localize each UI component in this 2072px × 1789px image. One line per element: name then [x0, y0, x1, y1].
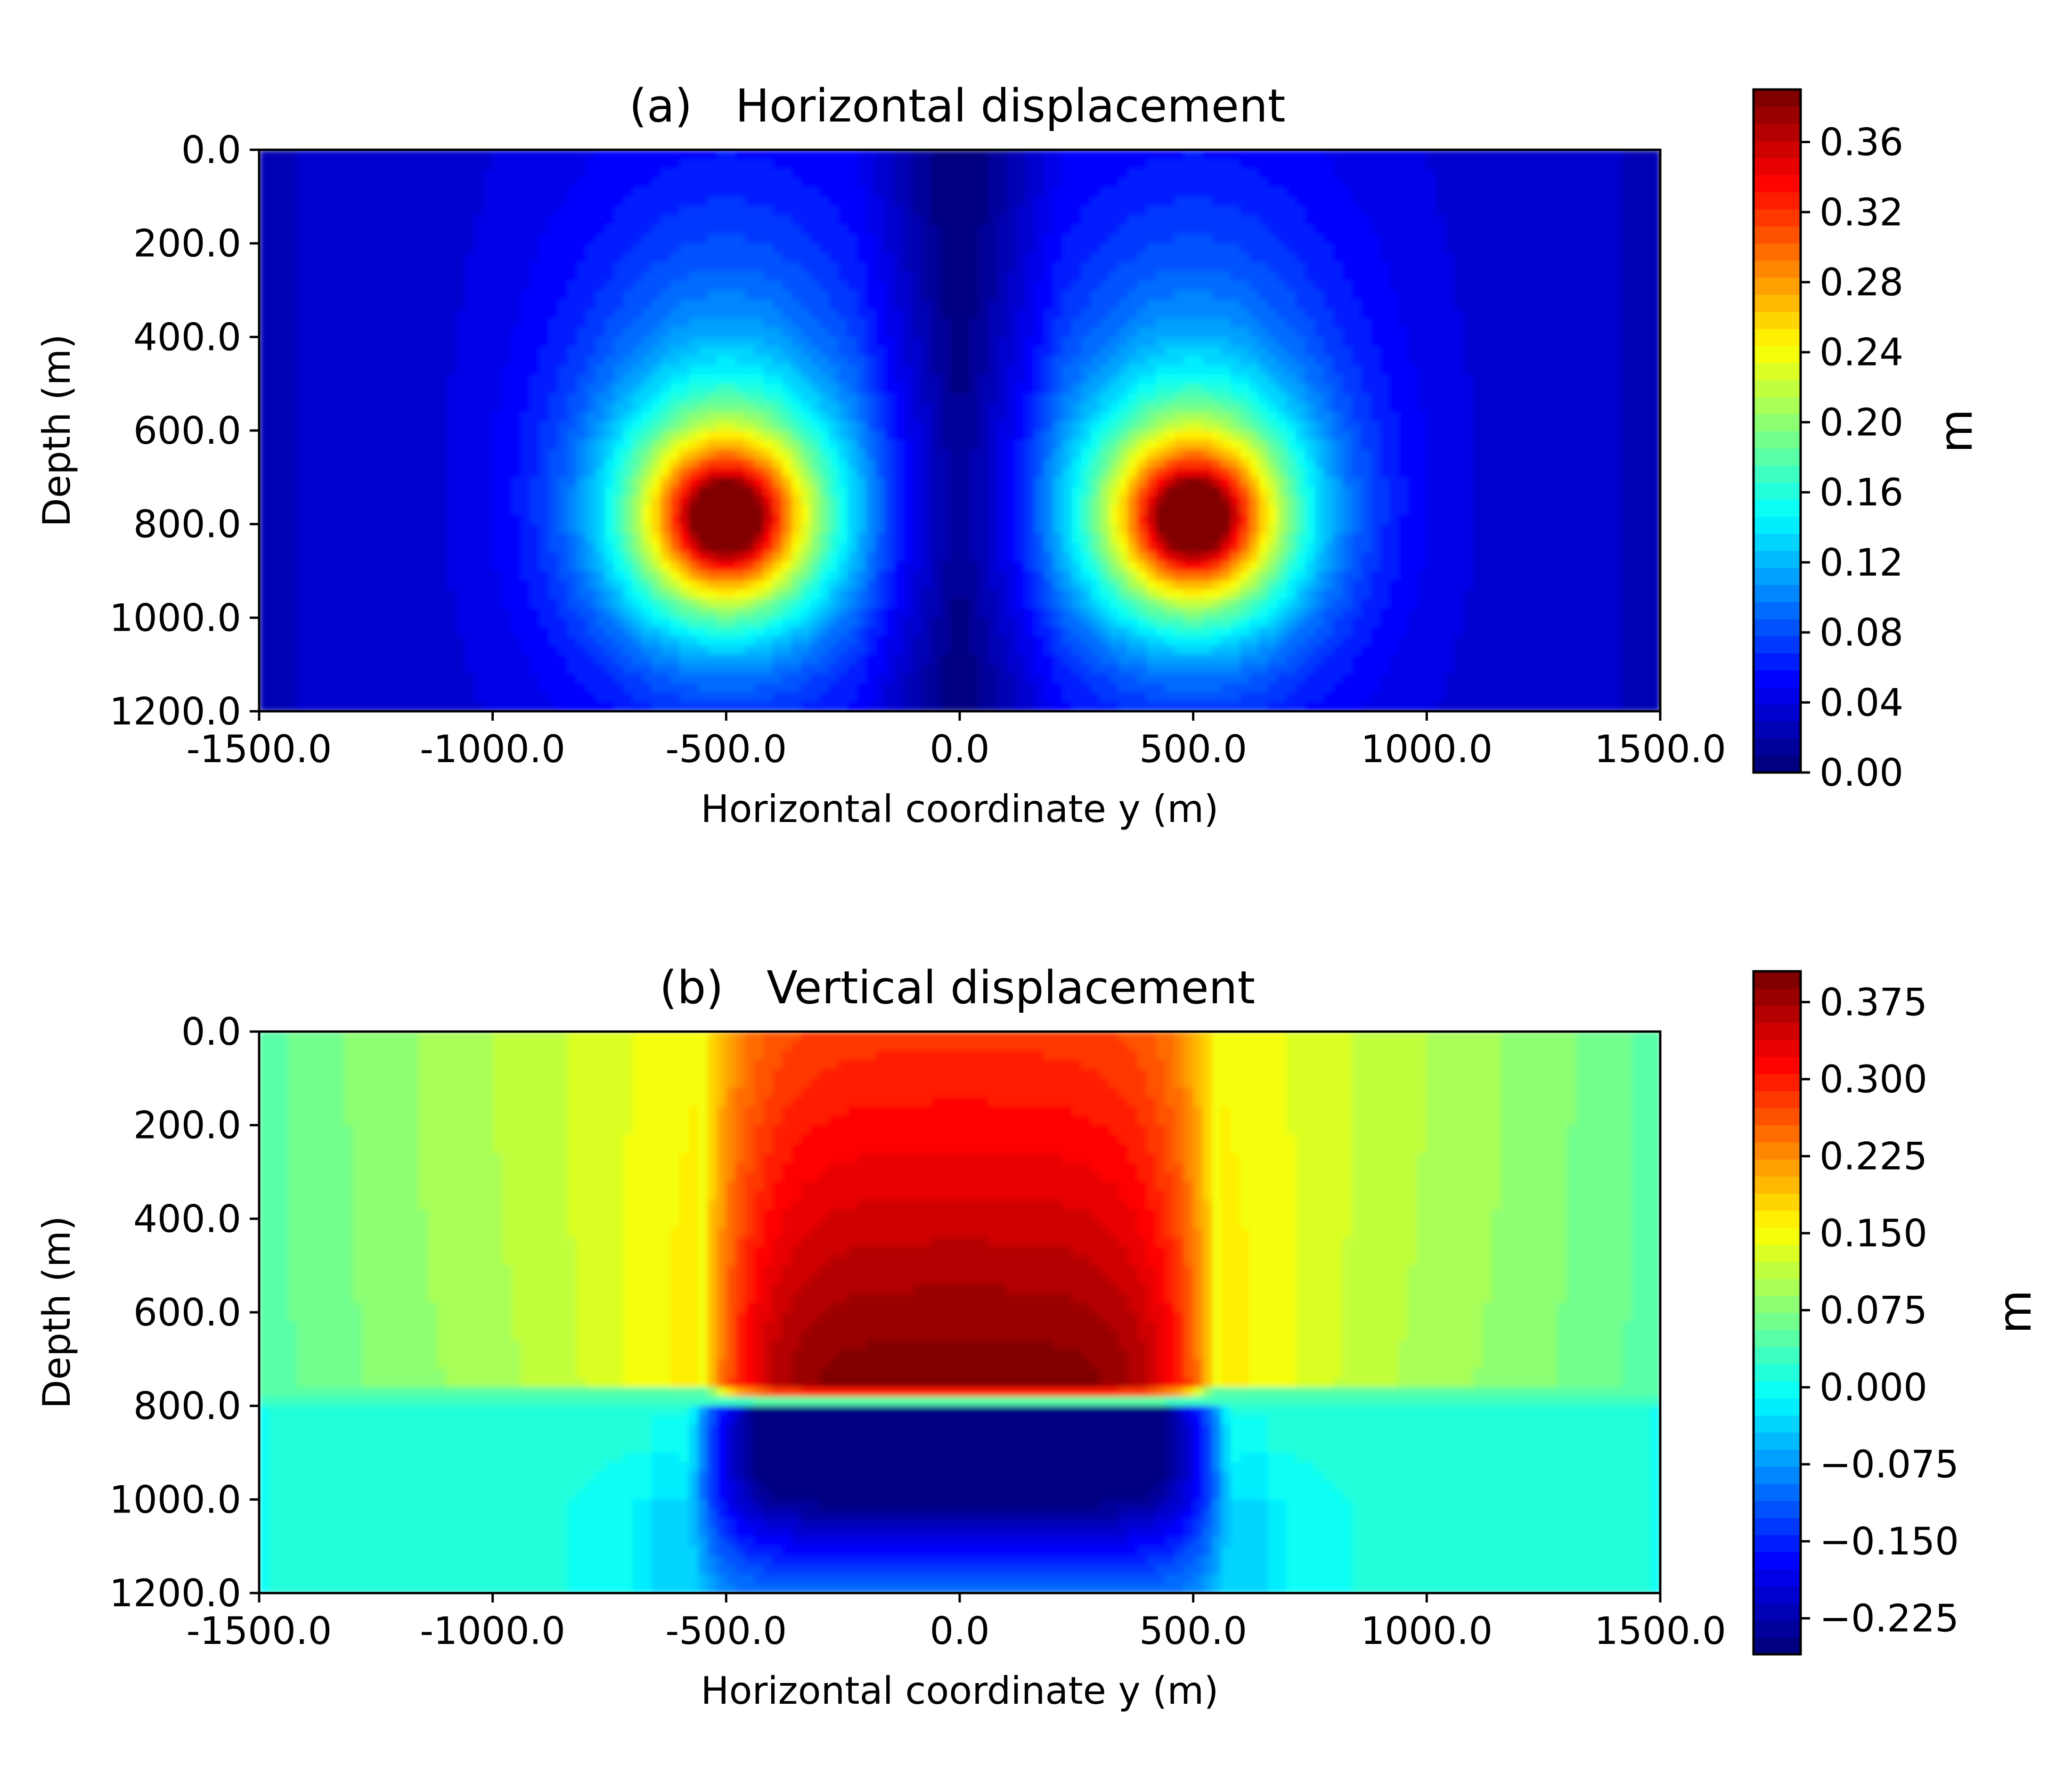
panel-a-colorbar-tick-label: 0.04	[1819, 681, 1903, 724]
panel-a-x-tick-label: 0.0	[930, 727, 989, 771]
panel-b: (b) Vertical displacement -1500.0 -1000.0…	[35, 961, 2041, 1713]
panel-a-title: (a) Horizontal displacement	[629, 80, 1286, 132]
panel-a-colorbar-tick-label: 0.32	[1819, 190, 1903, 234]
panel-a-colorbar-frame	[1752, 88, 1802, 774]
panel-b-colorbar-tick-label: 0.150	[1819, 1212, 1927, 1255]
panel-a-x-tick-label: -1000.0	[420, 727, 565, 771]
panel-b-x-tick-label: 1000.0	[1361, 1609, 1493, 1653]
panel-a-colorbar-tick-label: 0.28	[1819, 260, 1903, 304]
panel-b-colorbar-tick-label: −0.075	[1819, 1443, 1959, 1487]
panel-a-colorbar-tick-label: 0.20	[1819, 400, 1903, 444]
panel-a-x-tick-label: -1500.0	[187, 727, 332, 771]
panel-a-y-tick-label: 1200.0	[109, 690, 241, 733]
panel-a-colorbar-tick-label: 0.36	[1819, 121, 1903, 164]
panel-a-y-tick-label: 0.0	[181, 128, 241, 172]
panel-a-x-tick-label: -500.0	[665, 727, 787, 771]
panel-a-y-tick-label: 200.0	[133, 222, 241, 266]
panel-a-x-tick-label: 500.0	[1139, 727, 1247, 771]
panel-a-colorbar-label: m	[1930, 409, 1982, 453]
panel-b-x-ticks: -1500.0 -1000.0 -500.0 0.0 500.0 1000.0 1500.0	[187, 1593, 1726, 1653]
panel-b-colorbar-tick-label: 0.300	[1819, 1057, 1927, 1101]
panel-b-colorbar-tick-label: 0.000	[1819, 1366, 1927, 1409]
panel-a-x-tick-label: 1500.0	[1594, 727, 1726, 771]
panel-b-heatmap	[259, 1032, 1660, 1593]
panel-b-y-tick-label: 0.0	[181, 1010, 241, 1054]
panel-a-y-axis-label: Depth (m)	[35, 334, 79, 527]
panel-b-colorbar-frame	[1752, 970, 1802, 1656]
panel-a-y-ticks: 0.0 200.0 400.0 600.0 800.0 1000.0 1200.0	[109, 128, 259, 733]
panel-a-heatmap	[259, 150, 1660, 711]
panel-a-y-tick-label: 800.0	[133, 503, 241, 546]
panel-a-y-tick-label: 1000.0	[109, 596, 241, 640]
panel-b-colorbar	[1754, 971, 1801, 1655]
panel-a: (a) Horizontal displacement -1500.0 -1000…	[35, 80, 1982, 831]
panel-b-x-tick-label: 500.0	[1139, 1609, 1247, 1653]
panel-b-y-ticks: 0.0 200.0 400.0 600.0 800.0 1000.0 1200.0	[109, 1010, 259, 1615]
panel-a-y-tick-label: 400.0	[133, 315, 241, 359]
panel-a-colorbar-tick-label: 0.24	[1819, 331, 1903, 374]
panel-b-y-tick-label: 200.0	[133, 1104, 241, 1147]
panel-b-x-axis-label: Horizontal coordinate y (m)	[701, 1669, 1218, 1713]
panel-b-x-tick-label: 1500.0	[1594, 1609, 1726, 1653]
panel-b-colorbar-ticks: −0.225 −0.150 −0.075 0.000 0.075 0.150 0.225 0.…	[1801, 980, 1959, 1641]
panel-b-title: (b) Vertical displacement	[660, 961, 1255, 1014]
panel-b-x-tick-label: -1000.0	[420, 1609, 565, 1653]
panel-a-x-ticks: -1500.0 -1000.0 -500.0 0.0 500.0 1000.0 1500.0	[187, 711, 1726, 771]
panel-a-colorbar-tick-label: 0.00	[1819, 751, 1903, 795]
panel-b-x-tick-label: -1500.0	[187, 1609, 332, 1653]
panel-b-x-tick-label: -500.0	[665, 1609, 787, 1653]
panel-a-colorbar-tick-label: 0.08	[1819, 611, 1903, 655]
panel-b-y-tick-label: 1000.0	[109, 1478, 241, 1521]
panel-a-y-tick-label: 600.0	[133, 409, 241, 453]
panel-b-y-axis-label: Depth (m)	[35, 1216, 79, 1408]
panel-b-y-tick-label: 800.0	[133, 1384, 241, 1428]
panel-b-x-tick-label: 0.0	[930, 1609, 989, 1653]
panel-a-colorbar-ticks: 0.00 0.04 0.08 0.12 0.16 0.20 0.24 0.28 0.32 0.36	[1801, 121, 1903, 795]
panel-b-y-tick-label: 600.0	[133, 1291, 241, 1334]
panel-b-colorbar-label: m	[1989, 1290, 2041, 1334]
panel-a-colorbar	[1754, 89, 1801, 773]
panel-b-colorbar-tick-label: −0.225	[1819, 1597, 1959, 1641]
panel-a-x-axis-label: Horizontal coordinate y (m)	[701, 787, 1218, 831]
panel-b-colorbar-tick-label: 0.375	[1819, 980, 1927, 1024]
panel-b-colorbar-tick-label: 0.225	[1819, 1134, 1927, 1178]
panel-a-colorbar-tick-label: 0.16	[1819, 471, 1903, 514]
panel-b-colorbar-tick-label: −0.150	[1819, 1520, 1959, 1563]
panel-a-colorbar-tick-label: 0.12	[1819, 541, 1903, 585]
panel-b-y-tick-label: 400.0	[133, 1197, 241, 1241]
panel-b-colorbar-tick-label: 0.075	[1819, 1289, 1927, 1333]
panel-a-x-tick-label: 1000.0	[1361, 727, 1493, 771]
panel-b-y-tick-label: 1200.0	[109, 1571, 241, 1615]
